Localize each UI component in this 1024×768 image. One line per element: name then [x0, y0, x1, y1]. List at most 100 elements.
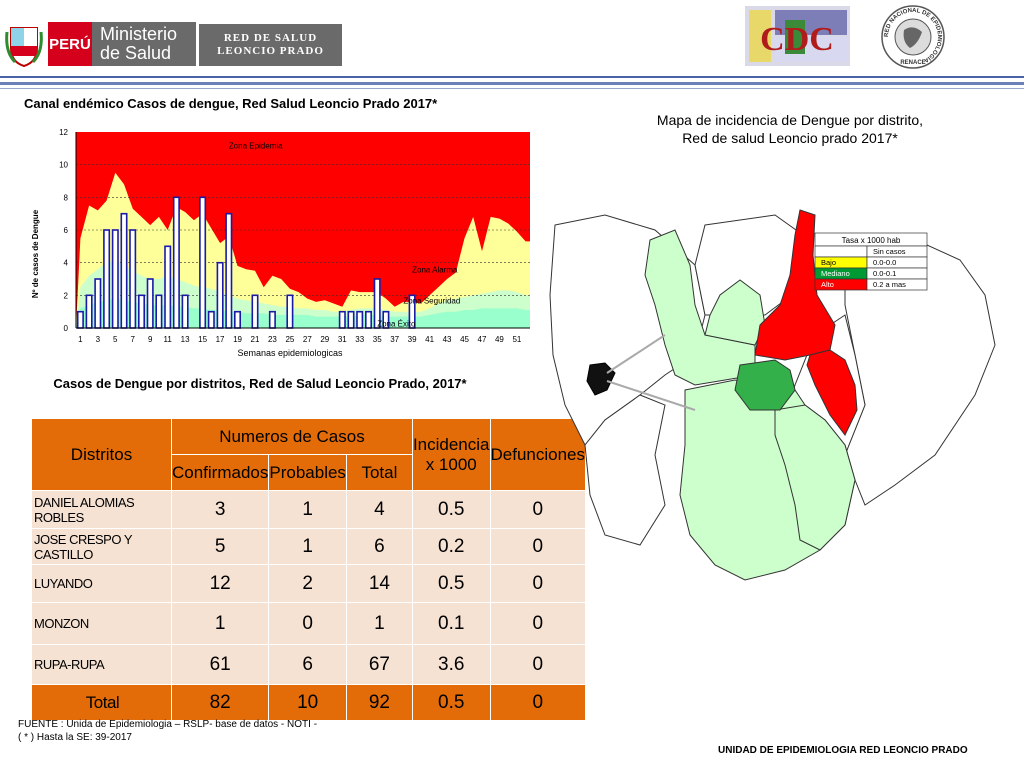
- table-row: MONZON 1 0 1 0.1 0: [31, 602, 587, 645]
- cell-distrito: MONZON: [31, 602, 172, 645]
- header-total: Total: [345, 454, 413, 491]
- legend-label: Alto: [821, 280, 834, 289]
- case-bar: [181, 294, 189, 329]
- case-bar: [155, 294, 163, 329]
- y-tick-label: 10: [59, 161, 68, 170]
- case-bar: [172, 196, 180, 329]
- cell-probables: 10: [268, 684, 347, 721]
- case-bar: [199, 196, 207, 329]
- peru-coat-of-arms-icon: [5, 27, 43, 68]
- map-title-line1: Mapa de incidencia de Dengue por distrit…: [656, 112, 924, 128]
- legend-value-cell: [866, 278, 928, 291]
- y-tick-label: 6: [64, 226, 69, 235]
- peru-label: PERÚ: [48, 22, 92, 66]
- x-tick-label: 23: [268, 335, 277, 344]
- legend-value: 0.0-0.0: [873, 258, 896, 267]
- case-bar: [76, 310, 84, 329]
- x-tick-label: 51: [512, 335, 521, 344]
- case-bar: [234, 310, 242, 329]
- cell-total: 4: [345, 490, 413, 529]
- legend-swatch: [814, 245, 868, 258]
- cell-confirmados: 82: [170, 684, 270, 721]
- x-tick-label: 27: [303, 335, 312, 344]
- legend-label: Bajo: [821, 258, 836, 267]
- source-footnote: FUENTE : Unida de Epidemiologia – RSLP- …: [18, 718, 317, 744]
- legend-label: Mediano: [821, 269, 850, 278]
- x-tick-label: 9: [148, 335, 153, 344]
- cell-incidencia: 0.1: [411, 602, 491, 645]
- zone-exito-area: [76, 298, 530, 328]
- cell-probables: 1: [268, 490, 347, 529]
- map-title-line2: Red de salud Leoncio prado 2017*: [682, 130, 898, 146]
- cell-incidencia: 0.5: [411, 564, 491, 603]
- ministerio-de-salud-logo: Ministerio de Salud: [92, 22, 196, 66]
- cdc-logo: CDC: [745, 6, 850, 66]
- case-bar: [120, 212, 128, 329]
- cell-incidencia: 0.5: [411, 490, 491, 529]
- x-tick-label: 41: [425, 335, 434, 344]
- cdc-text: CDC: [760, 21, 834, 58]
- cell-incidencia: 0.5: [411, 684, 491, 721]
- case-bar: [85, 294, 93, 329]
- x-tick-label: 11: [164, 335, 173, 344]
- table-row: RUPA-RUPA 61 6 67 3.6 0: [31, 644, 587, 685]
- case-bar: [216, 261, 224, 329]
- table-row: JOSE CRESPO Y CASTILLO 5 1 6 0.2 0: [31, 528, 587, 565]
- x-tick-label: 19: [233, 335, 242, 344]
- cell-distrito: DANIEL ALOMIAS ROBLES: [31, 490, 172, 529]
- header: PERÚ Ministerio de Salud RED DE SALUD LE…: [0, 0, 1024, 80]
- cell-probables: 0: [268, 602, 347, 645]
- red-line2: LEONCIO PRADO: [217, 45, 324, 57]
- cell-confirmados: 12: [170, 564, 270, 603]
- x-tick-label: 1: [78, 335, 83, 344]
- map-district-high: [754, 209, 836, 361]
- y-tick-label: 4: [64, 259, 69, 268]
- legend-header: Tasa x 1000 hab: [842, 236, 901, 245]
- x-tick-label: 33: [355, 335, 364, 344]
- y-tick-label: 2: [64, 291, 69, 300]
- case-bar: [103, 229, 111, 329]
- cell-distrito: JOSE CRESPO Y CASTILLO: [31, 528, 172, 565]
- x-tick-label: 21: [251, 335, 260, 344]
- cell-defunciones: 0: [489, 490, 587, 529]
- map-locator-line: [606, 334, 666, 374]
- header-rule-2: [0, 82, 1024, 85]
- zone-label: Zona Alarma: [412, 265, 458, 274]
- cell-defunciones: 0: [489, 684, 587, 721]
- case-bar: [164, 245, 172, 329]
- x-tick-label: 45: [460, 335, 469, 344]
- case-bar: [225, 212, 233, 329]
- x-tick-label: 47: [478, 335, 487, 344]
- chart-plot-area: [76, 132, 530, 329]
- x-tick-label: 43: [443, 335, 452, 344]
- district-cases-table: Distritos Numeros de Casos Incidencia x …: [31, 418, 587, 721]
- zone-label: Zona Éxito: [377, 319, 416, 328]
- cell-total: 1: [345, 602, 413, 645]
- ministerio-line1: Ministerio: [100, 24, 178, 44]
- red-line1: RED DE SALUD: [223, 32, 318, 44]
- zone-label: Zona Epidemia: [229, 141, 283, 150]
- y-tick-label: 0: [64, 324, 69, 333]
- footnote-line1: FUENTE : Unida de Epidemiologia – RSLP- …: [18, 719, 318, 730]
- cell-distrito: RUPA-RUPA: [31, 644, 172, 685]
- case-bar: [364, 310, 372, 329]
- cell-confirmados: 1: [170, 602, 270, 645]
- chart-xlabel: Semanas epidemiologicas: [237, 348, 343, 358]
- map-district-medium: [734, 359, 796, 411]
- x-tick-label: 25: [285, 335, 294, 344]
- case-bar: [138, 294, 146, 329]
- x-tick-label: 15: [198, 335, 207, 344]
- map-legend: Tasa x 1000 hab Sin casos Bajo 0.0-0.0 Medi…: [814, 232, 928, 291]
- x-tick-label: 35: [373, 335, 382, 344]
- map-outer-region: [584, 394, 666, 546]
- cell-incidencia: 0.2: [411, 528, 491, 565]
- ministerio-line2: de Salud: [100, 43, 172, 63]
- renace-bottom-text: RENACE: [900, 60, 925, 66]
- case-bar: [338, 310, 346, 329]
- table-row: DANIEL ALOMIAS ROBLES 3 1 4 0.5 0: [31, 490, 587, 529]
- zone-label: Zona Seguridad: [403, 297, 460, 306]
- footnote-line2: ( * ) Hasta la SE: 39-2017: [18, 732, 132, 743]
- header-probables: Probables: [268, 454, 347, 491]
